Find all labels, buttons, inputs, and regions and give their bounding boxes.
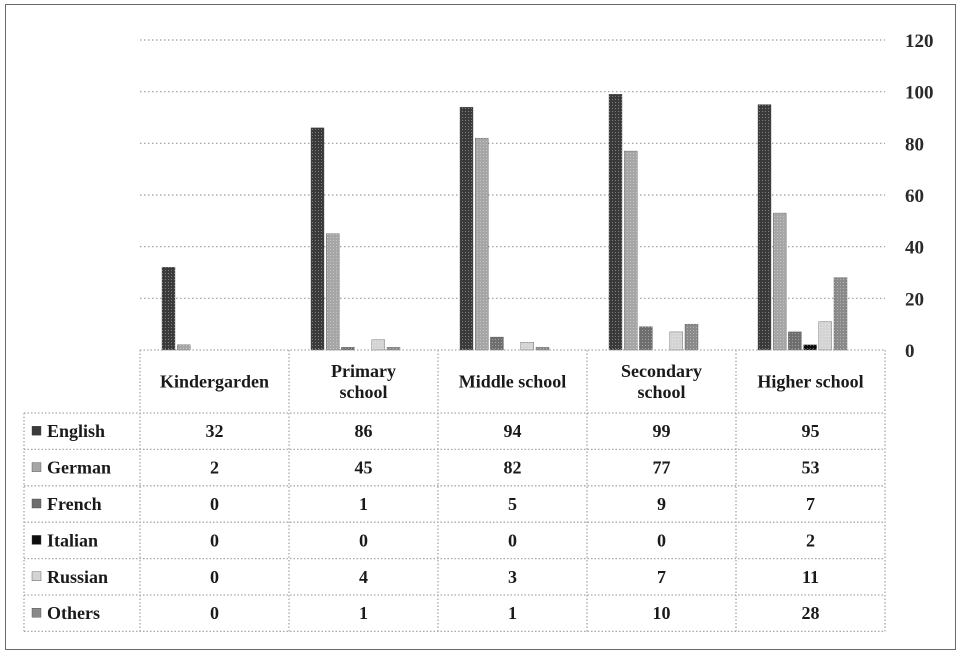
y-tick-label: 120 bbox=[905, 31, 934, 52]
bar-texture bbox=[536, 347, 549, 350]
bar-texture bbox=[834, 277, 847, 350]
category-label: school bbox=[637, 382, 685, 402]
table-cell-value: 0 bbox=[210, 530, 219, 550]
table-cell-value: 0 bbox=[359, 530, 368, 550]
series-label: French bbox=[47, 494, 102, 514]
table-cell-value: 1 bbox=[359, 603, 368, 623]
bar-texture bbox=[520, 342, 534, 350]
table-cell-value: 1 bbox=[508, 603, 517, 623]
legend-key bbox=[31, 498, 42, 509]
y-tick-label: 20 bbox=[905, 289, 924, 310]
legend-key bbox=[31, 535, 42, 545]
legend-key bbox=[31, 426, 42, 436]
table-cell-value: 0 bbox=[210, 494, 219, 514]
table-cell-value: 1 bbox=[359, 494, 368, 514]
category-label: Primary bbox=[331, 361, 396, 381]
series-label: Others bbox=[47, 603, 100, 623]
bar-texture bbox=[177, 344, 191, 350]
category-label: school bbox=[339, 382, 387, 402]
table-cell-value: 53 bbox=[802, 458, 820, 478]
category-label: Kindergarden bbox=[160, 372, 269, 392]
bar-texture bbox=[773, 213, 787, 350]
bar-texture bbox=[758, 104, 771, 350]
series-label: English bbox=[47, 421, 105, 441]
bar-texture bbox=[326, 233, 340, 350]
legend-key bbox=[31, 608, 42, 618]
bar-texture bbox=[803, 344, 817, 350]
table-cell-value: 86 bbox=[355, 421, 373, 441]
bar-texture bbox=[669, 331, 683, 350]
bar-texture bbox=[639, 326, 653, 350]
table-cell-value: 45 bbox=[355, 458, 373, 478]
bar-texture bbox=[609, 94, 622, 350]
table-cell-value: 7 bbox=[657, 567, 666, 587]
table-cell-value: 77 bbox=[653, 458, 671, 478]
bar-texture bbox=[685, 324, 698, 350]
bar-texture bbox=[624, 151, 638, 350]
table-cell-value: 94 bbox=[504, 421, 522, 441]
table-cell-value: 10 bbox=[653, 603, 671, 623]
bar-texture bbox=[371, 339, 385, 350]
table-cell-value: 95 bbox=[802, 421, 820, 441]
table-cell-value: 4 bbox=[359, 567, 368, 587]
table-cell-value: 3 bbox=[508, 567, 517, 587]
y-tick-label: 40 bbox=[905, 238, 924, 259]
table-cell-value: 0 bbox=[508, 530, 517, 550]
table-cell-value: 0 bbox=[210, 567, 219, 587]
bars bbox=[161, 94, 848, 351]
table-cell-value: 5 bbox=[508, 494, 517, 514]
category-label: Middle school bbox=[459, 372, 567, 392]
series-label: Russian bbox=[47, 567, 108, 587]
table-cell-value: 32 bbox=[206, 421, 224, 441]
bar-texture bbox=[387, 347, 400, 350]
bar-texture bbox=[311, 127, 324, 350]
category-label: Higher school bbox=[757, 372, 863, 392]
series-label: Italian bbox=[47, 530, 98, 550]
table-cell-value: 99 bbox=[653, 421, 671, 441]
y-tick-label: 100 bbox=[905, 83, 934, 104]
table-cell-value: 9 bbox=[657, 494, 666, 514]
y-tick-label: 80 bbox=[905, 134, 924, 155]
legend-key bbox=[31, 462, 42, 472]
bar-texture bbox=[818, 321, 832, 350]
table-cell-value: 28 bbox=[802, 603, 820, 623]
bar-texture bbox=[788, 331, 802, 350]
bar-texture bbox=[341, 347, 355, 350]
table-cell-value: 0 bbox=[657, 530, 666, 550]
bar-texture bbox=[475, 138, 489, 350]
y-tick-labels: 0 20 40 60 80 100 120 bbox=[905, 31, 934, 362]
table-cell-value: 7 bbox=[806, 494, 815, 514]
bar-texture bbox=[490, 337, 504, 350]
legend-key bbox=[31, 571, 42, 581]
table-cell-value: 2 bbox=[806, 530, 815, 550]
bar-texture bbox=[162, 267, 175, 350]
table-cell-value: 11 bbox=[802, 567, 819, 587]
bar-texture bbox=[460, 107, 473, 351]
y-tick-label: 60 bbox=[905, 186, 924, 207]
table-cell-value: 0 bbox=[210, 603, 219, 623]
category-label: Secondary bbox=[621, 361, 702, 381]
y-tick-label: 0 bbox=[905, 341, 915, 362]
series-label: German bbox=[47, 458, 111, 478]
table-cell-value: 2 bbox=[210, 458, 219, 478]
table-cell-value: 82 bbox=[504, 458, 522, 478]
